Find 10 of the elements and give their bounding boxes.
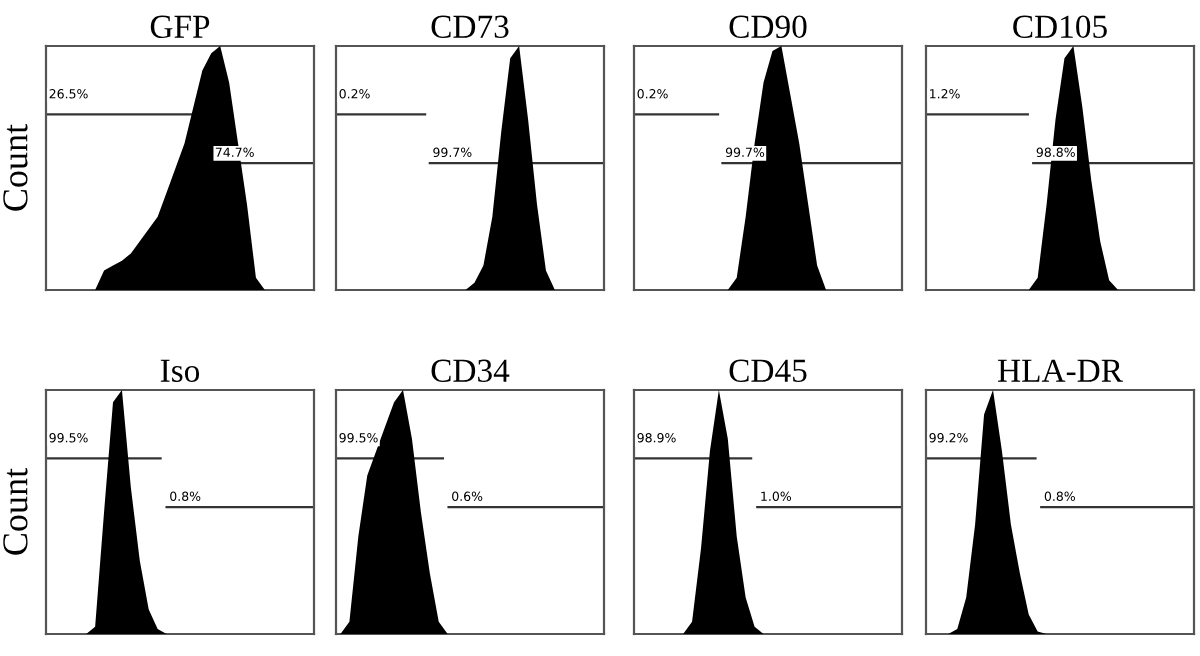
chart-title: CD73 xyxy=(431,15,509,38)
y-axis-title: Count xyxy=(3,124,28,211)
chart-title: GFP xyxy=(150,15,210,38)
chart-title: CD105 xyxy=(1013,15,1107,38)
chart-title: Iso xyxy=(160,359,200,382)
chart-title: CD90 xyxy=(729,15,807,38)
chart-title: CD45 xyxy=(729,359,807,382)
chart-title: CD34 xyxy=(431,359,510,382)
chart-title: HLA-DR xyxy=(998,359,1123,382)
y-axis-title: Count xyxy=(3,468,28,555)
